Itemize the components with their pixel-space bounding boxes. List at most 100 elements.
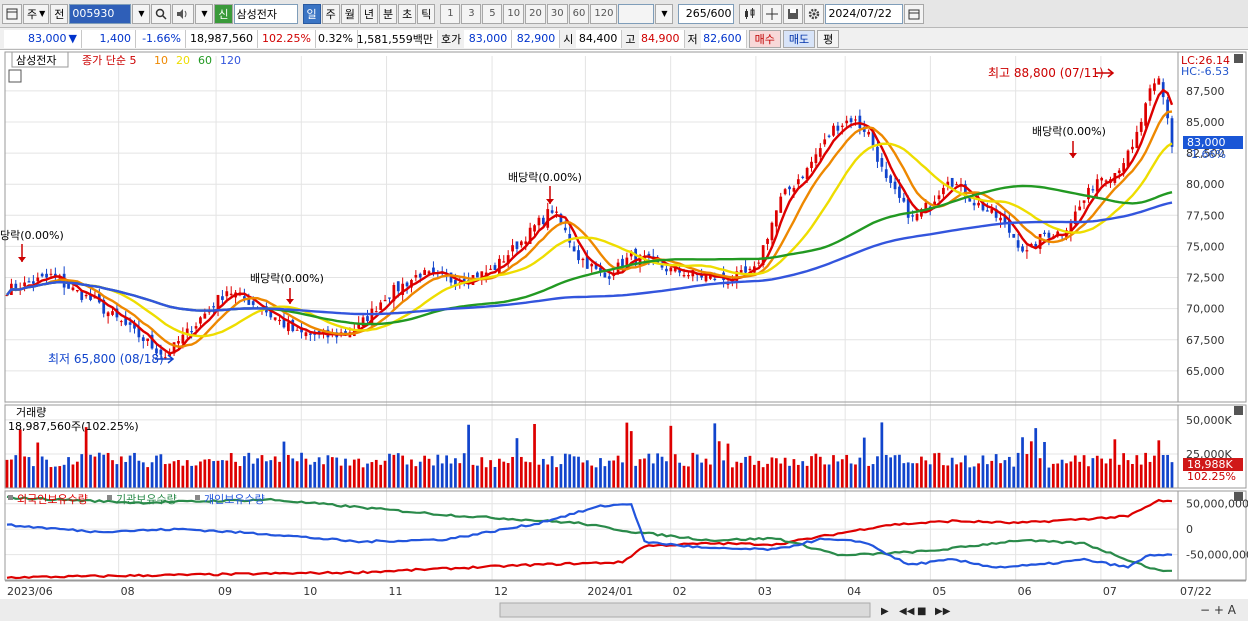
tab-daily[interactable]: 일	[302, 3, 321, 24]
interval-dropdown-icon[interactable]: ▼	[655, 3, 674, 24]
table-icon	[8, 69, 22, 83]
toolbar: 주 ▼ 전 005930 ▼ ▼ 신 삼성전자 일 주 월 년 분 초 틱 1 3…	[0, 0, 1248, 28]
candle-body	[1170, 118, 1174, 147]
volume-bar	[454, 458, 457, 488]
candle-body	[291, 319, 295, 332]
candle-body	[823, 139, 827, 145]
candle-body	[524, 241, 528, 244]
tab-monthly[interactable]: 월	[340, 3, 359, 24]
candle-body	[251, 301, 255, 305]
candle-body	[713, 278, 717, 281]
candle-body	[1078, 206, 1082, 211]
volume-bar	[739, 462, 743, 488]
volume-bar	[559, 464, 563, 488]
dividend-annotation: 당락(0.00%)	[0, 229, 64, 242]
tab-weekly[interactable]: 주	[321, 3, 340, 24]
volume-bar	[260, 455, 264, 488]
crosshair-icon[interactable]	[762, 3, 783, 24]
current-volume-pct: 102.25%	[1187, 470, 1236, 483]
volume-bar	[533, 423, 536, 488]
candle-body	[295, 329, 299, 331]
interval-5[interactable]: 5	[482, 3, 503, 24]
volume-bar	[858, 457, 862, 488]
volume-bar	[678, 462, 681, 488]
tab-second[interactable]: 초	[398, 3, 417, 24]
volume-bar	[352, 459, 356, 488]
tab-minute[interactable]: 분	[379, 3, 398, 24]
ma-line-10	[6, 110, 1173, 348]
volume-bar	[722, 460, 725, 488]
sell-button[interactable]: 매도	[782, 29, 816, 48]
scroll-control-icon: ▶▶	[935, 606, 951, 617]
chart-area[interactable]: 87,500 85,000 82,500 80,000 77,500 75,000 72,5…	[0, 50, 1248, 621]
candle-body	[621, 258, 624, 268]
prev-button[interactable]: 전	[50, 3, 69, 24]
holdings-tick-label: -50,000,000	[1186, 549, 1248, 562]
candle-body	[493, 265, 497, 271]
interval-1[interactable]: 1	[440, 3, 461, 24]
volume-bar	[638, 459, 642, 488]
gear-icon[interactable]	[804, 3, 825, 24]
candle-body	[357, 323, 361, 329]
holdings-line-2	[6, 503, 1173, 569]
menu-dropdown-icon[interactable]: ▼	[195, 3, 214, 24]
code-dropdown-icon[interactable]: ▼	[132, 3, 151, 24]
candle-body	[14, 283, 18, 290]
interval-3[interactable]: 3	[461, 3, 482, 24]
count-input[interactable]: 265/600	[678, 3, 735, 24]
volume-bar	[990, 460, 994, 488]
date-input[interactable]: 2024/07/22	[825, 3, 904, 24]
volume-bar	[414, 466, 418, 488]
eval-button[interactable]: 평	[817, 29, 840, 48]
holdings-legend-1: 기관보유수량	[116, 493, 177, 506]
volume-bar	[216, 460, 220, 488]
interval-20[interactable]: 20	[525, 3, 546, 24]
stock-code-input[interactable]: 005930	[69, 3, 132, 24]
interval-60[interactable]: 60	[568, 3, 590, 24]
speaker-icon[interactable]	[172, 3, 195, 24]
volume-bar	[1051, 463, 1055, 488]
volume-bar	[1021, 437, 1024, 488]
volume-bar	[137, 460, 141, 488]
volume-bar	[541, 458, 545, 488]
price-tick-label: 67,500	[1186, 334, 1225, 347]
interval-30[interactable]: 30	[546, 3, 568, 24]
volume-bar	[27, 457, 31, 488]
volume-bar	[1047, 467, 1051, 488]
candle-body	[1117, 170, 1121, 173]
candle-body	[770, 222, 774, 241]
volume-bar	[489, 460, 492, 488]
custom-interval-input[interactable]	[618, 3, 655, 24]
tab-yearly[interactable]: 년	[359, 3, 379, 24]
volume-bar	[709, 464, 712, 488]
calendar-icon[interactable]	[904, 3, 925, 24]
save-icon[interactable]	[783, 3, 804, 24]
volume-bar	[827, 464, 831, 488]
candle-body	[111, 311, 114, 315]
volume-bar	[40, 456, 44, 488]
candle-type-icon[interactable]	[739, 3, 762, 24]
volume-bar	[361, 467, 365, 488]
volume-bar	[146, 467, 150, 488]
candle-body	[665, 268, 668, 272]
tab-tick[interactable]: 틱	[417, 3, 436, 24]
candle-body	[748, 268, 752, 271]
search-icon[interactable]	[151, 3, 172, 24]
layout-icon[interactable]	[2, 3, 22, 24]
volume-bar	[862, 437, 866, 488]
candle-body	[216, 294, 220, 312]
volume-bar	[493, 466, 497, 488]
hc-value: HC:-6.53	[1181, 65, 1229, 78]
interval-120[interactable]: 120	[590, 3, 618, 24]
volume-bar	[155, 455, 158, 488]
ma-line-120	[6, 201, 1173, 316]
ask-price: 83,000	[464, 29, 513, 48]
interval-10[interactable]: 10	[503, 3, 525, 24]
volume-panel-title: 거래량	[16, 406, 46, 419]
volume-bar	[251, 463, 255, 488]
volume-bar	[581, 462, 585, 488]
candle-body	[779, 196, 783, 213]
volume-bar	[480, 457, 484, 488]
buy-button[interactable]: 매수	[748, 29, 781, 48]
period-type-select[interactable]: 주 ▼	[23, 3, 50, 24]
